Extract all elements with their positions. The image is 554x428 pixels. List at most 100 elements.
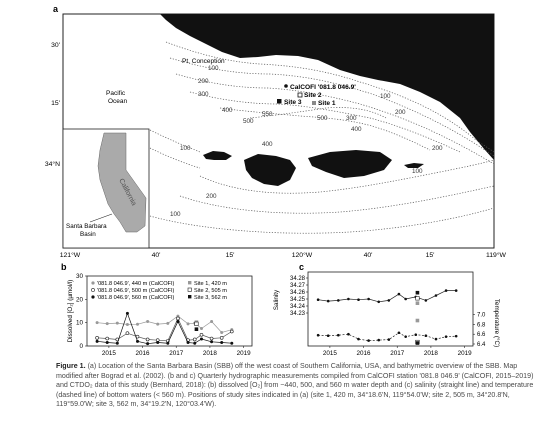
calcofi-station-marker <box>284 84 288 88</box>
panel-c-y-left-tick-label: 34.23 <box>290 311 306 317</box>
panel-c-y-left-tick-label: 34.27 <box>290 283 306 289</box>
label-pt-conception: Pt. Conception <box>182 58 225 65</box>
site-2-marker <box>297 92 303 98</box>
panel-b-data-point <box>136 339 140 343</box>
panel-b-data-point <box>146 320 150 323</box>
depth-label: 100 <box>208 65 219 72</box>
panel-b-x-tick-label: 2016 <box>136 350 151 357</box>
panel-c-data-point <box>387 338 391 341</box>
lon-label-120w: 120°W <box>292 251 313 259</box>
panel-b-y-tick-label: 10 <box>76 320 84 327</box>
panel-c-data-point <box>434 337 438 341</box>
legend-marker-site2 <box>187 287 192 292</box>
label-site-2: Site 2 <box>304 92 322 99</box>
panel-c-data-point <box>387 299 391 302</box>
legend-site2: Site 2, 505 m <box>194 288 227 294</box>
panel-c-data-point <box>326 299 330 303</box>
panel-c-y-right-tick-label: 7.0 <box>477 313 486 319</box>
legend-calcofi-560: '081.8 046.9', 560 m (CalCOFI) <box>97 295 175 301</box>
panel-c-data-point <box>316 298 320 302</box>
panel-c-y-left-tick-label: 34.24 <box>290 304 306 310</box>
panel-c-data-point <box>347 332 350 336</box>
depth-label: 300 <box>346 115 357 122</box>
panel-c-data-point <box>357 337 360 341</box>
panel-c-site-point <box>415 301 420 305</box>
depth-label: 300 <box>198 91 209 98</box>
legend-marker-calcofi-560 <box>91 295 95 299</box>
panel-b-data-point <box>220 341 224 344</box>
panel-b-data-point <box>136 322 140 326</box>
lat-label-30: 30' <box>51 42 60 49</box>
panel-b-data-point <box>166 321 170 325</box>
panel-c-data-point <box>377 300 381 304</box>
label-pacific: Pacific <box>106 90 126 97</box>
panel-b-label: b <box>61 262 67 272</box>
panel-c-data-point <box>337 299 340 302</box>
panel-c-data-point <box>434 294 438 297</box>
panel-c-site-point <box>415 318 420 323</box>
panel-c-x-tick-label: 2015 <box>323 350 338 357</box>
panel-c-data-point <box>414 333 418 337</box>
panel-c-x-tick-label: 2019 <box>458 350 473 357</box>
depth-label: 550 <box>262 111 273 118</box>
legend-calcofi-440: '081.8 046.9', 440 m (CalCOFI) <box>97 281 175 287</box>
panel-b-data-point <box>194 321 199 326</box>
lat-label-15: 15' <box>51 100 60 107</box>
panel-c-data-point <box>404 335 407 338</box>
depth-label: 100 <box>380 93 391 100</box>
panel-c-data-point <box>404 297 407 301</box>
panel-b-data-point <box>176 320 180 323</box>
panel-b-data-point <box>186 322 190 326</box>
panel-b-data-point <box>105 341 109 344</box>
panel-c-data-point <box>444 335 448 338</box>
legend-marker-calcofi-440 <box>91 281 95 285</box>
panel-c-data-point <box>367 339 370 342</box>
panel-b-data-point <box>125 311 129 315</box>
legend-site1: Site 1, 420 m <box>194 281 227 287</box>
lon-label-40a: 40' <box>152 252 161 259</box>
panel-b-data-point <box>95 321 99 325</box>
panel-b-data-point <box>209 336 214 341</box>
panel-b-chart: b 0 10 20 30 2015 2016 2017 2018 2019 Dissolved [… <box>61 262 253 357</box>
panel-b-data-point <box>186 341 190 344</box>
panel-c-x-tick-label: 2016 <box>357 350 372 357</box>
depth-label: 400 <box>351 126 362 133</box>
label-sbb-1: Santa Barbara <box>66 223 107 230</box>
figure-caption: Figure 1. (a) Location of the Santa Barb… <box>56 362 544 410</box>
caption-fig-label: Figure 1. <box>56 362 86 370</box>
panel-b-data-point <box>229 329 234 334</box>
panel-b-data-point <box>166 341 170 345</box>
panel-c-site-point <box>415 341 420 345</box>
panel-b-data-point <box>199 327 203 330</box>
panel-c-data-point <box>367 297 370 301</box>
panel-c-data-point <box>377 338 381 342</box>
depth-label: 400 <box>262 141 273 148</box>
panel-b-x-tick-label: 2018 <box>203 350 218 357</box>
panel-c-temperature-line <box>318 332 457 341</box>
california-shape <box>97 132 147 233</box>
legend-marker-site3 <box>188 295 192 299</box>
panel-c-data-point <box>326 334 330 337</box>
panel-b-data-point <box>220 330 224 334</box>
panel-b-x-tick-label: 2015 <box>102 350 117 357</box>
site-1-marker <box>312 101 316 105</box>
depth-label: 400 <box>222 107 233 114</box>
panel-c-y-left-label: Salinity <box>273 289 280 310</box>
lon-label-15b: 15' <box>426 252 435 259</box>
label-site-3: Site 3 <box>284 99 302 106</box>
panel-b-data-point <box>95 339 99 343</box>
legend-site3: Site 3, 562 m <box>194 295 227 301</box>
panel-b-y-tick-label: 0 <box>79 343 83 350</box>
label-site-1: Site 1 <box>318 100 336 107</box>
panel-b-data-point <box>176 316 180 321</box>
panel-b-data-point <box>199 332 204 337</box>
legend-calcofi-500: '081.8 046.9', 500 m (CalCOFI) <box>97 288 175 294</box>
depth-contours <box>149 41 495 234</box>
island-san-miguel <box>203 151 232 160</box>
panel-c-y-right-tick-label: 6.4 <box>477 342 486 348</box>
panel-c-site-point <box>415 290 420 295</box>
panel-b-frame <box>86 275 253 347</box>
panel-b-data-point <box>193 341 197 345</box>
panel-c-y-left-tick-label: 34.25 <box>290 297 306 303</box>
